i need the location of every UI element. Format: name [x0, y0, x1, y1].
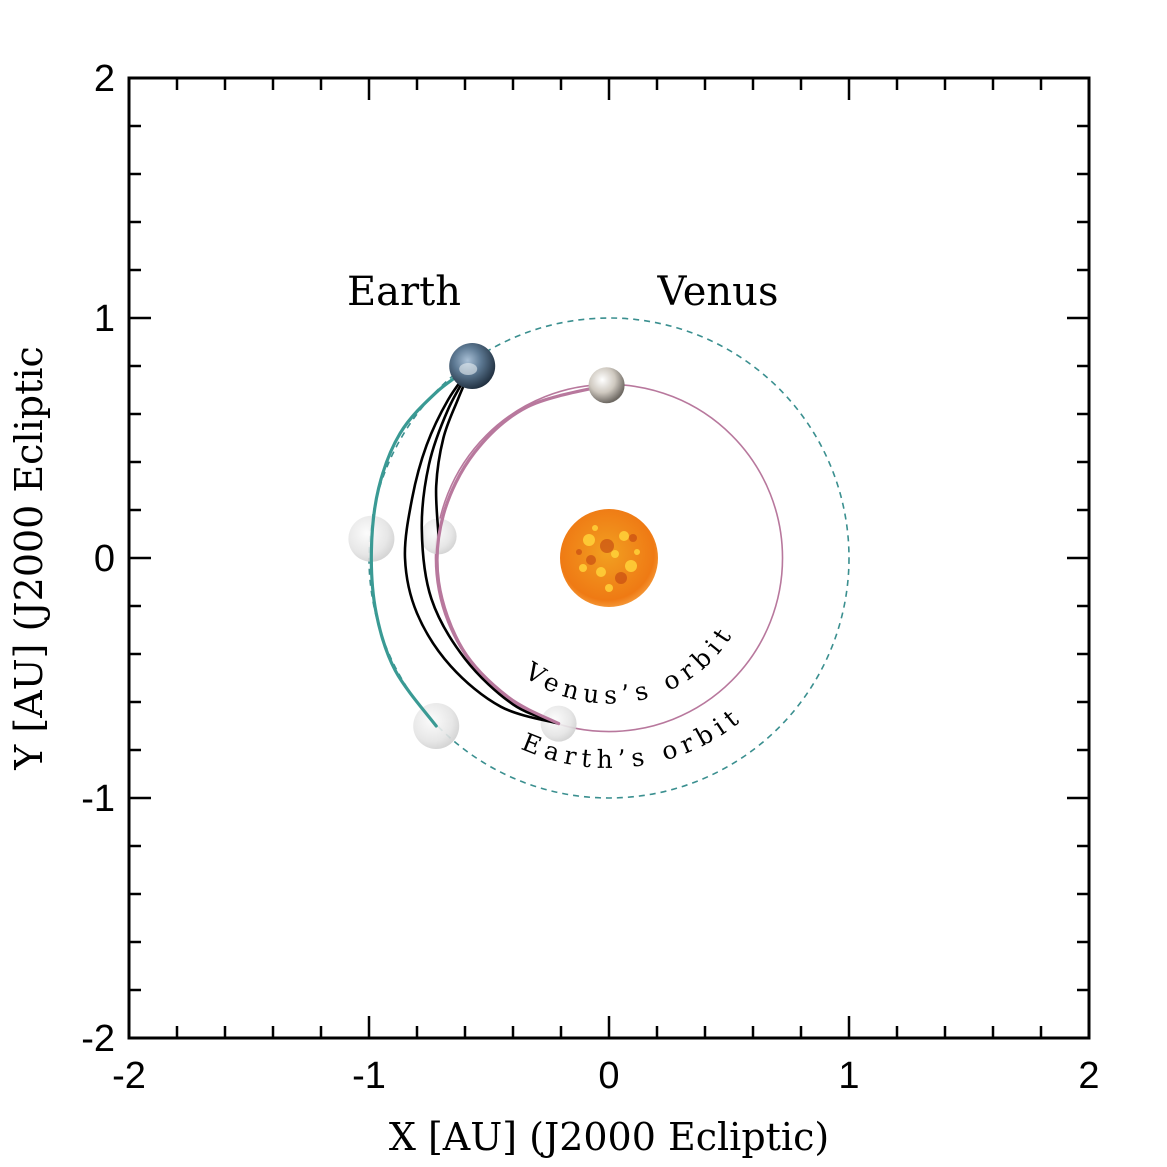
sun-spot-1 — [619, 531, 629, 541]
trajectory-4 — [435, 383, 609, 726]
venus-orbit-label-text: Venus’s orbit — [519, 618, 734, 709]
trajectory-0 — [369, 364, 474, 728]
earth-cloud — [459, 363, 478, 375]
y-tick-label: -2 — [81, 1018, 115, 1060]
x-tick-label: 1 — [838, 1055, 859, 1097]
plot-frame — [127, 76, 1091, 1040]
venus-label: Venus — [657, 269, 779, 315]
x-tick-label: -2 — [112, 1055, 146, 1097]
y-tick-label: 2 — [94, 58, 115, 100]
y-tick-label: 0 — [94, 538, 115, 580]
sun-spot-2 — [625, 560, 637, 572]
x-tick-label: 2 — [1078, 1055, 1099, 1097]
x-tick-label: -1 — [352, 1055, 386, 1097]
sun-spot-5 — [611, 550, 619, 558]
sun — [560, 509, 658, 607]
sun-dark-4 — [576, 549, 582, 555]
sun-dark-3 — [629, 534, 637, 542]
sun-spot-8 — [605, 584, 613, 592]
sun-spot-3 — [596, 567, 606, 577]
earth-label: Earth — [347, 269, 461, 315]
venus-orbit-label: Venus’s orbit — [519, 618, 740, 709]
sun-spot-0 — [583, 534, 595, 546]
sun-disk — [560, 509, 658, 607]
trajectory-3 — [420, 364, 560, 725]
y-axis-title: Y [AU] (J2000 Ecliptic — [7, 346, 51, 771]
sun-spot-6 — [592, 525, 598, 531]
sun-dark-1 — [586, 555, 596, 565]
sun-dark-2 — [615, 572, 627, 584]
trajectory-2 — [434, 364, 474, 538]
x-tick-label: 0 — [598, 1055, 619, 1097]
sun-spot-4 — [579, 564, 587, 572]
venus-planet — [588, 367, 625, 404]
x-axis-title: X [AU] (J2000 Ecliptic) — [389, 1115, 829, 1159]
trajectory-1 — [403, 364, 560, 725]
y-tick-label: -1 — [81, 778, 115, 820]
sun-spot-7 — [634, 549, 640, 555]
y-tick-label: 1 — [94, 298, 115, 340]
sun-dark-0 — [600, 539, 614, 553]
